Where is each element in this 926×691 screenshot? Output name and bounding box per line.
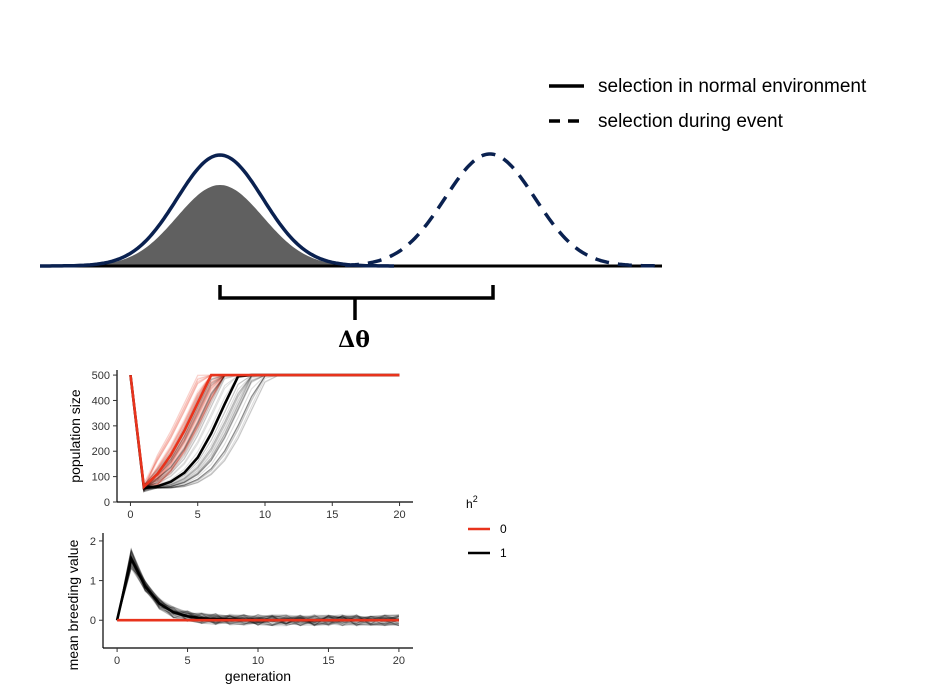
breeding-replicate-line — [116, 554, 399, 626]
breeding-replicate-line — [116, 566, 399, 624]
population-x-ticks: 0 5 10 15 20 — [127, 502, 406, 521]
breeding-replicate-line — [116, 556, 400, 625]
population-xtick-label: 15 — [326, 509, 338, 521]
breeding-replicate-line — [116, 550, 399, 626]
population-y-ticks: 0 100 200 300 400 500 — [92, 370, 117, 509]
population-ytick-label: 500 — [92, 370, 110, 382]
breeding-replicate-line — [116, 550, 399, 626]
population-ytick-label: 300 — [92, 421, 110, 433]
breeding-replicate-line — [116, 549, 399, 625]
breeding-replicate-line — [116, 547, 400, 626]
population-replicate-lines — [129, 374, 400, 494]
breeding-x-ticks: 0 5 10 15 20 — [114, 648, 405, 667]
breeding-xtick-label: 10 — [252, 655, 264, 667]
population-ytick-label: 400 — [92, 395, 110, 407]
legend-label-event: selection during event — [598, 111, 784, 132]
schematic-diagram: Δθ — [40, 152, 662, 353]
population-ytick-label: 100 — [92, 472, 110, 484]
breeding-replicate-line — [116, 559, 399, 626]
breeding-replicate-line — [116, 554, 399, 626]
breeding-xtick-label: 20 — [393, 655, 405, 667]
breeding-xtick-label: 5 — [184, 655, 190, 667]
event-selection-curve — [344, 152, 661, 268]
breeding-replicate-line — [116, 547, 399, 626]
breeding-replicate-line — [116, 563, 400, 627]
population-xtick-label: 0 — [127, 509, 133, 521]
normal-selection-curve — [40, 153, 394, 268]
population-size-panel: 0 100 200 300 400 500 0 5 10 15 20 population siz… — [67, 370, 413, 521]
population-y-label: population size — [67, 389, 83, 483]
population-ytick-label: 0 — [104, 497, 110, 509]
h2-legend-title: h2 — [466, 494, 478, 511]
breeding-replicate-line — [116, 563, 400, 627]
breeding-replicate-line — [116, 547, 399, 622]
breeding-series-line-h2-1 — [115, 555, 399, 622]
legend-label-normal: selection in normal environment — [598, 76, 867, 97]
breeding-replicate-lines — [116, 547, 400, 627]
breeding-y-ticks: 0 1 2 — [90, 536, 103, 627]
breeding-ytick-label: 0 — [90, 615, 96, 627]
population-mean-lines — [129, 373, 400, 490]
breeding-replicate-line — [116, 564, 399, 627]
breeding-ytick-label: 1 — [90, 576, 96, 588]
breeding-replicate-line — [116, 547, 399, 625]
optimum-shift-bracket — [218, 285, 495, 320]
h2-legend-label-1: 1 — [500, 546, 507, 560]
breeding-xtick-label: 0 — [114, 655, 120, 667]
breeding-x-label: generation — [225, 668, 291, 684]
population-ytick-label: 200 — [92, 446, 110, 458]
trait-distribution-fill — [50, 185, 395, 266]
breeding-replicate-line — [116, 559, 400, 626]
breeding-replicate-line — [116, 555, 400, 626]
breeding-replicate-line — [116, 558, 399, 624]
breeding-xtick-label: 15 — [322, 655, 334, 667]
breeding-replicate-line — [116, 566, 400, 626]
breeding-replicate-line — [116, 557, 399, 626]
delta-theta-label: Δθ — [338, 327, 370, 353]
breeding-ytick-label: 2 — [90, 536, 96, 548]
breeding-replicate-line — [116, 549, 400, 624]
h2-legend: h2 0 1 — [466, 494, 507, 560]
population-xtick-label: 5 — [195, 509, 201, 521]
breeding-y-label: mean breeding value — [65, 539, 81, 670]
breeding-mean-lines — [115, 555, 399, 622]
breeding-replicate-line — [116, 553, 399, 626]
breeding-replicate-line — [116, 560, 399, 627]
population-series-line-h2-0 — [129, 373, 400, 490]
breeding-replicate-line — [116, 567, 399, 627]
h2-legend-label-0: 0 — [500, 522, 507, 536]
breeding-replicate-line — [116, 567, 400, 626]
breeding-value-panel: 0 1 2 0 5 10 15 20 mean breeding value generat… — [65, 533, 413, 684]
breeding-replicate-line — [116, 549, 399, 626]
population-xtick-label: 20 — [393, 509, 405, 521]
breeding-replicate-line — [116, 561, 399, 625]
population-xtick-label: 10 — [259, 509, 271, 521]
schematic-legend: selection in normal environment selectio… — [549, 76, 867, 132]
